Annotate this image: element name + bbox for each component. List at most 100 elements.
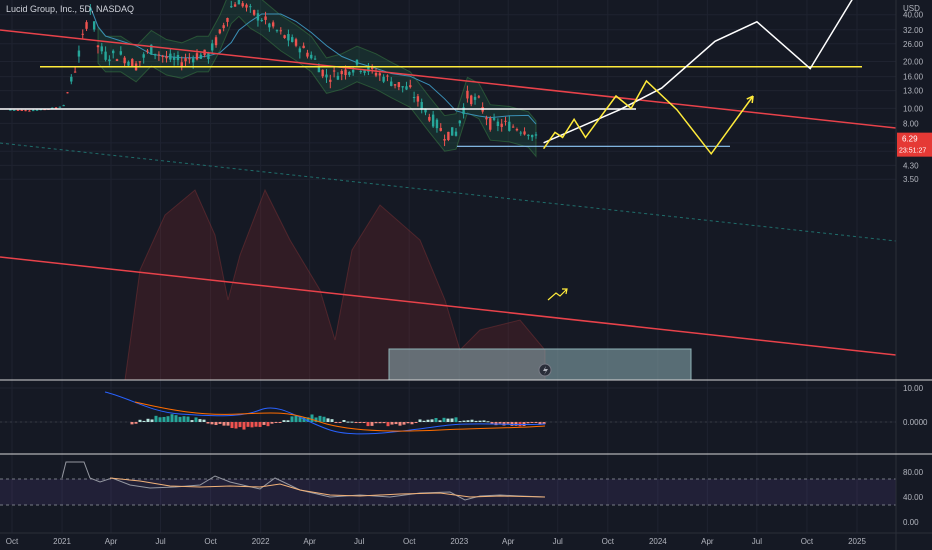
macd-histogram-bar <box>190 420 194 422</box>
candle-body <box>81 33 84 35</box>
candle-body <box>260 19 263 21</box>
macd-histogram-bar <box>434 417 438 422</box>
candle-body <box>454 131 458 136</box>
candle-body <box>477 96 481 98</box>
candle-body <box>397 82 401 88</box>
macd-histogram-bar <box>450 418 454 422</box>
macd-histogram-bar <box>470 419 474 422</box>
candle-body <box>176 54 180 61</box>
macd-histogram-bar <box>234 422 238 429</box>
current-price-badge <box>897 132 932 157</box>
candle-body <box>348 71 351 75</box>
macd-histogram-bar <box>338 422 342 423</box>
y-tick-label: 52.00 <box>903 0 924 2</box>
candle-body <box>527 134 530 136</box>
channel-lower-line <box>0 256 897 356</box>
current-price-label: 6.29 <box>902 135 918 144</box>
candle-body <box>317 66 321 73</box>
macd-histogram-bar <box>230 422 234 429</box>
macd-histogram-bar <box>306 417 310 422</box>
candle-body <box>249 6 252 8</box>
rsi-pane[interactable] <box>0 461 896 506</box>
candle-body <box>89 8 92 11</box>
candle-body <box>473 96 477 100</box>
macd-histogram-bar <box>250 422 254 428</box>
macd-histogram-bar <box>406 422 410 424</box>
macd-histogram-bar <box>438 420 442 422</box>
macd-histogram-bar <box>390 422 394 425</box>
rsi-tick-label: 80.00 <box>903 468 924 477</box>
price-pane[interactable] <box>0 0 897 381</box>
candle-body <box>386 75 389 77</box>
macd-histogram-bar <box>490 422 494 425</box>
projection-white-path <box>543 0 853 144</box>
macd-histogram-bar <box>262 422 266 425</box>
candle-body <box>230 6 233 8</box>
volatility-band <box>124 188 546 381</box>
macd-histogram-bar <box>266 422 270 427</box>
macd-histogram-bar <box>178 416 182 422</box>
macd-histogram-bar <box>242 422 246 430</box>
macd-histogram-bar <box>318 415 322 422</box>
candle-body <box>367 65 370 72</box>
macd-pane[interactable] <box>0 391 896 435</box>
candle-body <box>264 16 267 20</box>
macd-histogram-bar <box>498 422 502 424</box>
candle-body <box>241 3 244 7</box>
candle-body <box>271 22 275 27</box>
macd-histogram-bar <box>162 416 166 422</box>
x-tick-label: 2022 <box>252 537 270 546</box>
candle-body <box>233 4 237 7</box>
projection-yellow-path <box>542 79 754 156</box>
demand-zone-box[interactable] <box>388 348 692 381</box>
macd-histogram-bar <box>134 422 138 424</box>
candle-body <box>165 56 168 59</box>
candle-body <box>172 57 176 60</box>
macd-histogram-bar <box>342 420 346 422</box>
macd-tick-label: 0.0000 <box>903 418 928 427</box>
macd-histogram-bar <box>278 422 282 423</box>
macd-histogram-bar <box>270 422 274 424</box>
macd-histogram-bar <box>214 422 218 426</box>
candle-body <box>382 76 385 82</box>
macd-tick-label: 10.00 <box>903 384 924 393</box>
macd-histogram-bar <box>166 416 170 422</box>
candle-body <box>523 131 526 135</box>
macd-histogram-bar <box>510 422 514 426</box>
candle-body <box>16 109 20 111</box>
macd-histogram-bar <box>218 422 222 424</box>
y-tick-label: 13.00 <box>903 87 924 96</box>
candle-body <box>393 84 397 86</box>
candle-body <box>20 110 23 112</box>
y-tick-label: 3.50 <box>903 175 919 184</box>
candle-body <box>298 48 302 53</box>
candle-body <box>500 123 503 127</box>
macd-histogram-bar <box>326 418 330 422</box>
macd-line <box>104 391 546 435</box>
candle-body <box>268 23 271 28</box>
bounce-arrow <box>547 288 568 301</box>
candle-body <box>214 37 218 46</box>
candle-body <box>62 105 65 107</box>
candle-body <box>275 30 279 32</box>
candle-body <box>344 69 347 76</box>
candle-body <box>92 21 96 30</box>
currency-label: USD <box>903 4 920 13</box>
y-tick-label: 4.30 <box>903 161 919 170</box>
candle-body <box>401 86 404 88</box>
x-tick-label: 2023 <box>450 537 468 546</box>
candle-body <box>54 107 58 109</box>
candle-body <box>336 75 340 80</box>
macd-histogram-bar <box>174 415 178 422</box>
candle-body <box>119 51 123 55</box>
macd-histogram-bar <box>222 422 226 426</box>
x-tick-label: Jul <box>354 537 364 546</box>
macd-histogram-bar <box>358 422 362 423</box>
macd-histogram-bar <box>150 419 154 422</box>
candle-body <box>184 58 187 62</box>
macd-histogram-bar <box>366 422 370 427</box>
macd-histogram-bar <box>426 419 430 422</box>
candle-body <box>188 58 191 60</box>
candle-body <box>153 53 157 56</box>
